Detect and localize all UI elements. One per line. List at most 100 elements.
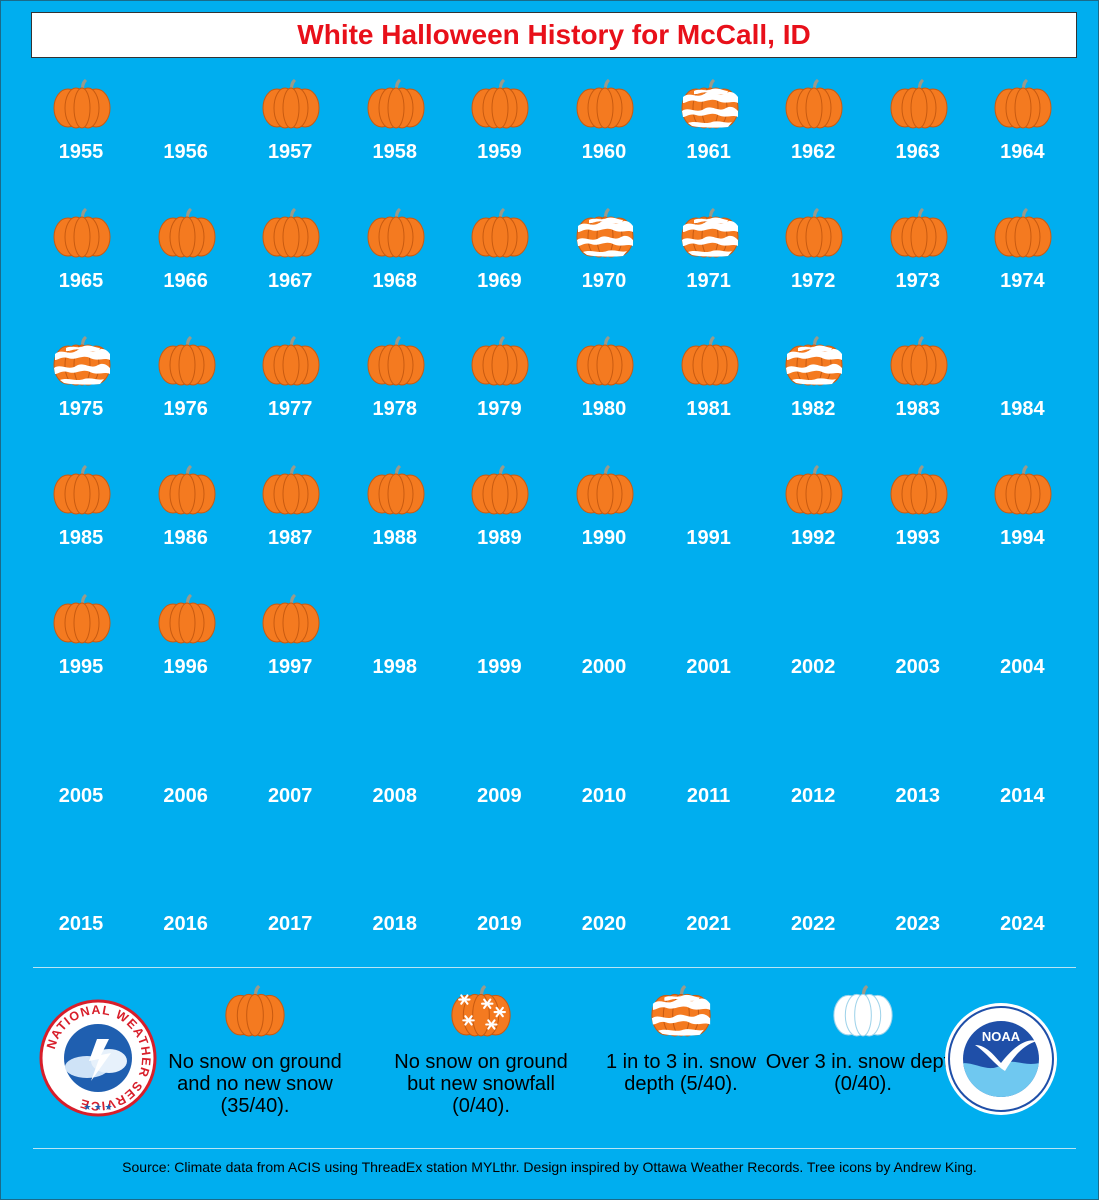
year-cell: 1996 [136, 593, 236, 694]
year-label: 2001 [686, 655, 731, 678]
year-cell: 2017 [240, 851, 340, 951]
year-cell: 2000 [554, 594, 654, 694]
year-label: 2019 [477, 913, 522, 936]
year-cell: 1981 [659, 336, 759, 436]
legend-label: Over 3 in. snow depth (0/40). [765, 1051, 961, 1095]
year-label: 1960 [581, 141, 627, 163]
year-cell: 1976 [136, 336, 236, 436]
year-label: 1992 [790, 527, 836, 550]
plain-pumpkin-icon [576, 79, 634, 129]
year-cell: 1984 [972, 336, 1072, 436]
year-icon [52, 593, 112, 644]
year-label: 1959 [477, 141, 522, 163]
year-label: 2012 [790, 784, 836, 807]
year-cell: 2005 [31, 723, 131, 823]
year-label: 1966 [163, 269, 208, 292]
year-cell: 1989 [449, 465, 549, 565]
year-label: 1996 [163, 655, 208, 678]
year-label: 1955 [58, 141, 104, 163]
year-cell: 1986 [136, 465, 236, 565]
plain-pumpkin-icon [262, 79, 320, 129]
year-icon [993, 465, 1053, 515]
year-label: 2013 [895, 784, 941, 807]
plain-pumpkin-icon [367, 207, 425, 258]
plain-pumpkin-icon [890, 207, 948, 258]
year-label: 2015 [58, 913, 104, 936]
year-icon [261, 336, 321, 386]
year-label: 1961 [686, 141, 731, 163]
year-label: 1987 [267, 527, 313, 550]
year-label: 1997 [267, 655, 313, 678]
year-cell: 1959 [449, 79, 549, 179]
year-cell: 1973 [868, 207, 968, 308]
year-icon [52, 465, 112, 515]
year-label: 2021 [686, 913, 731, 936]
year-label: 2005 [58, 784, 104, 807]
year-icon [157, 207, 217, 258]
year-label: 1982 [790, 398, 836, 421]
plain-pumpkin-icon [785, 79, 843, 129]
year-cell: 1991 [659, 465, 759, 565]
year-label: 1993 [895, 527, 941, 550]
year-icon [993, 79, 1053, 129]
year-label: 1995 [58, 655, 104, 678]
year-label: 1978 [372, 398, 418, 421]
year-grid: 1955 1956 1957 1958 1959 1960 1961 1962 1963 1964… [1, 1, 1098, 961]
year-icon [261, 465, 321, 515]
white-pumpkin-icon [833, 985, 893, 1037]
year-label: 1990 [581, 527, 627, 550]
year-label: 1974 [1000, 269, 1045, 292]
plain-pumpkin-icon [994, 465, 1052, 515]
nws-logo: NATIONAL WEATHER SERVICE ★ ★ ★ [39, 999, 157, 1122]
year-label: 1973 [895, 269, 941, 292]
year-icon [157, 336, 217, 386]
year-cell: 2015 [31, 851, 131, 951]
year-icon [889, 79, 949, 129]
year-icon [366, 207, 426, 258]
year-label: 1977 [267, 398, 313, 421]
year-label: 2016 [163, 913, 208, 936]
year-cell: 2013 [868, 723, 968, 823]
plain-pumpkin-icon [262, 336, 320, 386]
year-label: 1969 [477, 269, 522, 292]
year-cell: 1964 [972, 79, 1072, 179]
year-cell: 1987 [240, 465, 340, 565]
year-label: 1989 [477, 527, 522, 550]
year-cell: 1982 [763, 336, 863, 436]
year-icon [889, 207, 949, 258]
year-label: 1986 [163, 527, 208, 550]
year-label: 1972 [790, 269, 836, 292]
year-cell: 1975 [31, 336, 131, 436]
year-cell: 2014 [972, 723, 1072, 823]
year-cell: 2023 [868, 851, 968, 951]
plain-pumpkin-icon [158, 593, 216, 644]
year-icon [575, 465, 635, 515]
divider-bottom [33, 1148, 1076, 1149]
noaa-logo: NOAA [943, 1001, 1059, 1122]
plain-pumpkin-icon [158, 207, 216, 258]
year-cell: 2016 [136, 851, 236, 951]
year-label: 2011 [686, 784, 731, 807]
year-cell: 1963 [868, 79, 968, 179]
plain-pumpkin-icon [994, 79, 1052, 129]
plain-pumpkin-icon [53, 465, 111, 515]
year-label: 1971 [686, 269, 731, 292]
plain-pumpkin-icon [471, 79, 529, 129]
plain-pumpkin-icon [994, 207, 1052, 258]
plain-pumpkin-icon [225, 985, 285, 1037]
year-cell: 1966 [136, 207, 236, 308]
year-cell: 2012 [763, 723, 863, 823]
year-icon [157, 465, 217, 515]
year-cell: 1955 [31, 79, 131, 179]
plain-pumpkin-icon [53, 79, 111, 129]
noaa-logo-icon: NOAA [945, 1003, 1057, 1115]
plain-pumpkin-icon [576, 336, 634, 386]
year-cell: 1999 [449, 594, 549, 694]
year-icon [261, 207, 321, 258]
year-cell: 1970 [554, 207, 654, 308]
year-cell: 1997 [240, 593, 340, 694]
plain-pumpkin-icon [890, 465, 948, 515]
year-label: 1970 [581, 269, 627, 292]
year-label: 1981 [686, 398, 731, 421]
year-cell: 1977 [240, 336, 340, 436]
